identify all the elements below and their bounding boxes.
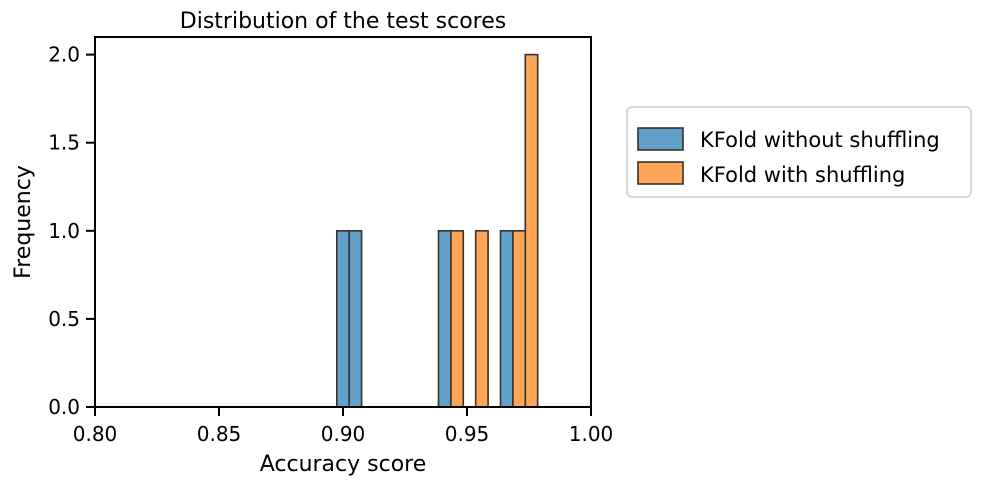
- x-tick-label: 1.00: [569, 422, 614, 446]
- histogram-bar-without-shuffling-1: [348, 230, 363, 408]
- chart-title: Distribution of the test scores: [180, 9, 506, 34]
- bars-group: [335, 53, 539, 408]
- legend-label-without-shuffling: KFold without shuffling: [700, 128, 940, 152]
- x-axis-ticks: 0.80 0.85 0.90 0.95 1.00: [73, 407, 614, 446]
- legend-label-with-shuffling: KFold with shuffling: [700, 163, 905, 187]
- x-axis-label: Accuracy score: [260, 452, 427, 477]
- histogram-bar-with-shuffling-1: [474, 230, 489, 408]
- y-tick-label: 0.0: [48, 395, 80, 419]
- histogram-bar-with-shuffling-2: [512, 230, 527, 408]
- y-axis-ticks: 0.0 0.5 1.0 1.5 2.0: [48, 43, 95, 419]
- y-tick-label: 0.5: [48, 307, 80, 331]
- y-axis-label: Frequency: [11, 165, 36, 279]
- x-tick-label: 0.90: [321, 422, 366, 446]
- x-tick-label: 0.80: [73, 422, 118, 446]
- legend-swatch-with-shuffling: [637, 161, 684, 185]
- x-tick-label: 0.85: [197, 422, 242, 446]
- y-tick-label: 1.5: [48, 131, 80, 155]
- legend-box: [626, 106, 972, 198]
- y-tick-label: 2.0: [48, 43, 80, 67]
- legend: KFold without shuffling KFold with shuff…: [626, 106, 972, 198]
- histogram-bar-with-shuffling-0: [450, 230, 465, 408]
- histogram-bar-with-shuffling-3: [524, 53, 539, 408]
- y-tick-label: 1.0: [48, 219, 80, 243]
- histogram-bar-without-shuffling-2: [437, 230, 452, 408]
- x-tick-label: 0.95: [445, 422, 490, 446]
- histogram-bar-without-shuffling-0: [335, 230, 350, 408]
- histogram-bar-without-shuffling-3: [499, 230, 514, 408]
- legend-swatch-without-shuffling: [637, 127, 684, 151]
